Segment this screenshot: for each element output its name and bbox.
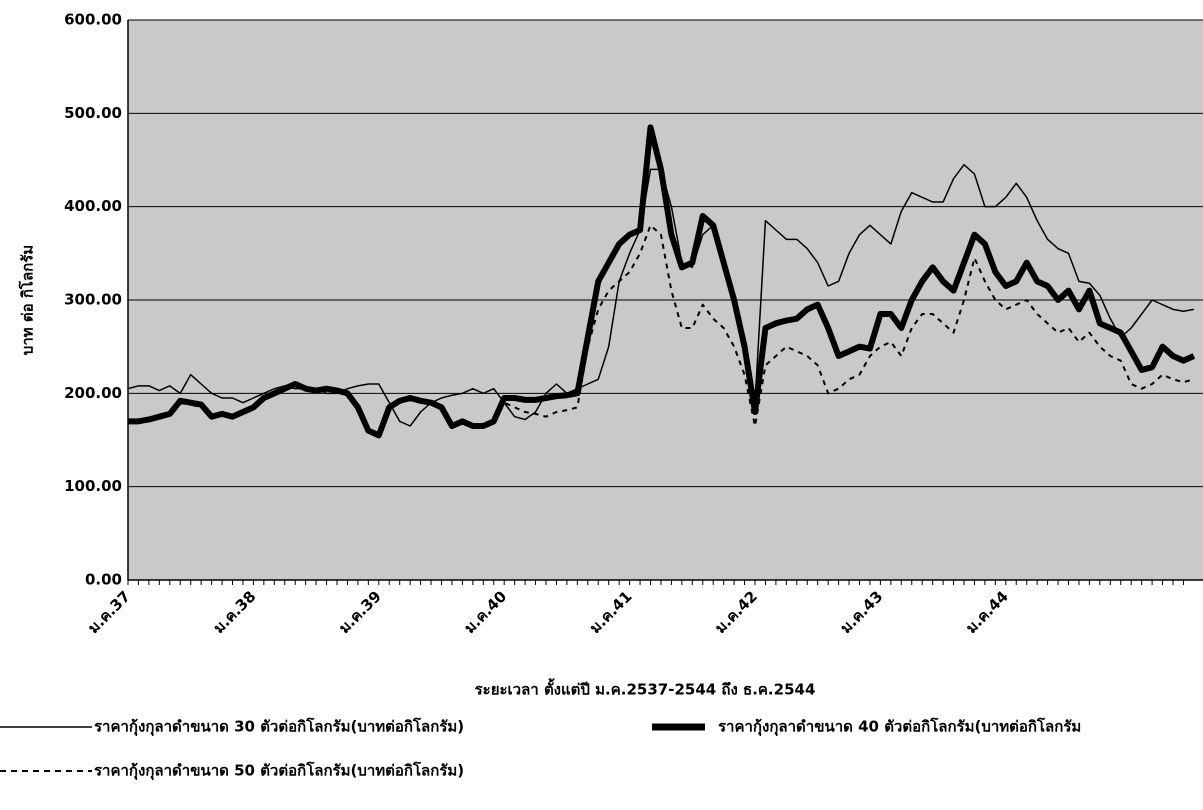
x-tick-label: ม.ค.41 xyxy=(586,587,636,637)
y-tick-label: 500.00 xyxy=(64,104,122,122)
legend-label: ราคากุ้งกุลาดำขนาด 50 ตัวต่อกิโลกรัม(บาท… xyxy=(94,761,464,781)
x-tick-label: ม.ค.44 xyxy=(962,587,1012,637)
y-tick-label: 200.00 xyxy=(64,384,122,402)
x-tick-label: ม.ค.39 xyxy=(335,587,385,637)
y-tick-label: 300.00 xyxy=(64,291,122,309)
y-tick-label: 600.00 xyxy=(64,11,122,29)
legend-label: ราคากุ้งกุลาดำขนาด 40 ตัวต่อกิโลกรัม(บาท… xyxy=(718,717,1081,737)
x-tick-label: ม.ค.42 xyxy=(711,587,761,637)
y-axis-title: บาท ต่อ กิโลกรัม xyxy=(18,245,37,355)
series-line xyxy=(128,124,1196,439)
y-tick-label: 100.00 xyxy=(64,477,122,495)
x-tick-label: ม.ค.37 xyxy=(84,587,134,637)
legend-label: ราคากุ้งกุลาดำขนาด 30 ตัวต่อกิโลกรัม(บาท… xyxy=(94,717,464,737)
y-tick-label: 0.00 xyxy=(85,571,122,589)
x-axis-title: ระยะเวลา ตั้งแต่ปี ม.ค.2537-2544 ถึง ธ.ค… xyxy=(475,678,816,699)
x-tick-label: ม.ค.43 xyxy=(837,587,887,637)
x-tick-label: ม.ค.40 xyxy=(461,587,511,637)
x-tick-label: ม.ค.38 xyxy=(210,587,260,637)
y-tick-label: 400.00 xyxy=(64,197,122,215)
series-line xyxy=(128,224,1195,437)
